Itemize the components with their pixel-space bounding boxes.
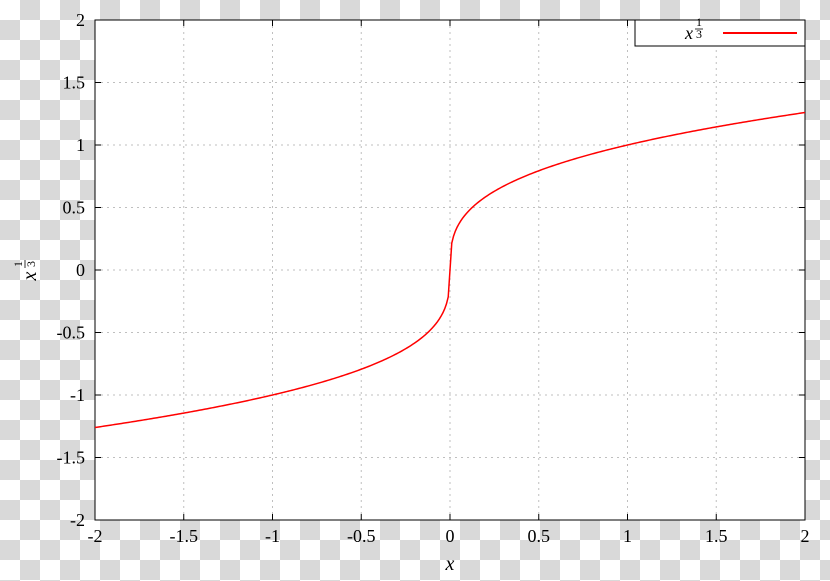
y-tick-label: 1.5 <box>63 73 86 93</box>
y-tick-label: 0 <box>76 260 85 280</box>
cube-root-chart: -2 -1.5 -1 -0.5 0 0.5 1 1.5 2 -2 -1.5 -1 -0.5 0 0.5 1 1.… <box>0 0 830 581</box>
y-tick-label: -0.5 <box>57 323 86 343</box>
y-axis-label-exp-num: 1 <box>11 261 25 267</box>
legend: x13 <box>635 15 805 46</box>
x-tick-label: 0.5 <box>528 526 551 546</box>
x-tick-label: 0 <box>446 526 455 546</box>
y-tick-label: 1 <box>76 135 85 155</box>
legend-label-exp-den: 3 <box>696 27 702 41</box>
y-tick-label: 2 <box>76 10 85 30</box>
x-tick-label: -2 <box>88 526 103 546</box>
y-axis-label-base: x <box>19 271 41 281</box>
y-axis-label-exp-den: 3 <box>24 261 38 267</box>
y-tick-label: -1 <box>70 385 85 405</box>
x-tick-label: -1.5 <box>170 526 199 546</box>
y-tick-label: -1.5 <box>57 448 86 468</box>
x-axis-label: x <box>445 553 455 575</box>
legend-label-base: x <box>684 23 693 43</box>
x-tick-label: -1 <box>265 526 280 546</box>
y-tick-label: -2 <box>70 510 85 530</box>
x-tick-label: 1 <box>623 526 632 546</box>
x-tick-label: -0.5 <box>347 526 376 546</box>
x-tick-label: 2 <box>801 526 810 546</box>
x-tick-label: 1.5 <box>705 526 728 546</box>
y-tick-label: 0.5 <box>63 198 86 218</box>
y-axis-label: x 13 <box>11 260 41 281</box>
